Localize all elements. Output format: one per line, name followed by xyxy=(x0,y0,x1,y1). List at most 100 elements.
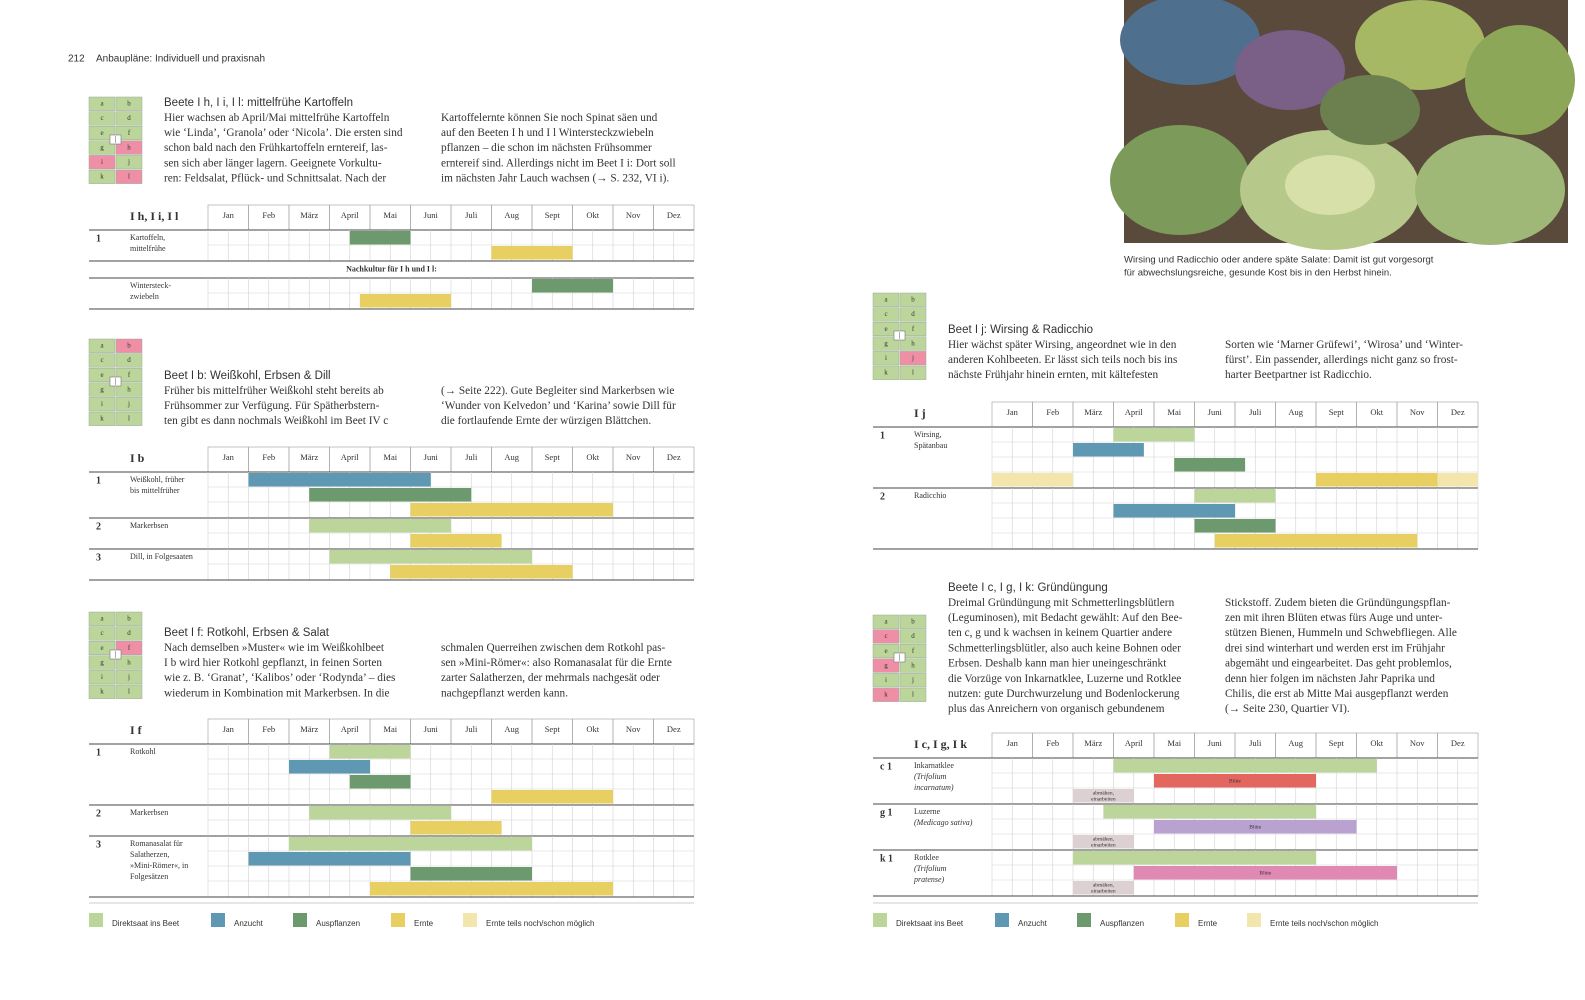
table-label: I h, I i, I l xyxy=(130,209,179,223)
row-latin: (Trifolium xyxy=(914,772,947,781)
bar-label: abmähen, xyxy=(1093,882,1115,888)
section-title: Beete I h, I i, I l: mittelfrühe Kartoff… xyxy=(164,97,353,109)
row-name: Spätanbau xyxy=(914,441,947,450)
month-label: Dez xyxy=(1451,738,1465,748)
body-text: anderen Kohlbeeten. Er lässt sich teils … xyxy=(948,354,1177,366)
bed-letter: a xyxy=(884,618,888,626)
bed-cell xyxy=(115,367,143,383)
row-name: Rotklee xyxy=(914,853,939,862)
bed-letter: e xyxy=(100,644,103,652)
bed-letter: j xyxy=(127,158,130,166)
bar xyxy=(1113,759,1377,773)
bed-letter: b xyxy=(127,342,131,350)
bed-cell xyxy=(872,643,900,659)
bar xyxy=(289,837,532,851)
bed-cell xyxy=(115,338,143,353)
bed-cell xyxy=(899,351,927,366)
bar xyxy=(370,882,613,896)
month-label: Juni xyxy=(1208,738,1223,748)
body-text: Dreimal Gründüngung mit Schmetterlingsbl… xyxy=(948,597,1175,609)
month-label: Nov xyxy=(626,724,641,734)
month-label: Jan xyxy=(223,452,235,462)
row-name: Kartoffeln, xyxy=(130,233,165,242)
bed-letter: c xyxy=(884,632,887,640)
month-label: Juni xyxy=(424,210,439,220)
bed-cell xyxy=(872,292,900,307)
bar xyxy=(532,279,613,293)
bed-letter: g xyxy=(100,385,104,393)
legend-swatch xyxy=(1247,913,1261,927)
bed-letter: c xyxy=(100,114,103,122)
bed-letter: b xyxy=(911,618,915,626)
legend-label: Direktsaat ins Beet xyxy=(112,919,180,928)
bed-cell xyxy=(115,169,143,184)
month-label: Aug xyxy=(1288,407,1303,417)
body-text: nachgepflanzt werden kann. xyxy=(441,687,568,699)
month-label: Okt xyxy=(586,724,599,734)
bar xyxy=(1194,489,1276,503)
row-name: Salatherzen, xyxy=(130,850,169,859)
bar xyxy=(248,852,411,866)
bed-letter: i xyxy=(101,673,103,681)
row-note: Nachkultur für I h und I l: xyxy=(346,264,437,273)
bar xyxy=(359,294,451,308)
bed-cell xyxy=(115,155,143,170)
row-name: Folgesätzen xyxy=(130,872,168,881)
bed-letter: h xyxy=(127,385,131,393)
month-label: Aug xyxy=(1288,738,1303,748)
body-text: Stickstoff. Zudem bieten die Gründüngung… xyxy=(1225,597,1451,609)
month-label: Juli xyxy=(1249,738,1262,748)
month-label: Mai xyxy=(383,210,397,220)
legend-swatch xyxy=(873,913,887,927)
bar-label: abmähen, xyxy=(1093,836,1115,842)
bed-letter: l xyxy=(912,691,914,699)
body-text: (→ Seite 222). Gute Begleiter sind Marke… xyxy=(441,385,674,397)
legend-label: Ernte teils noch/schon möglich xyxy=(1270,919,1379,928)
cabbage xyxy=(1355,0,1485,90)
bed-cell xyxy=(872,336,900,351)
month-label: Mai xyxy=(1167,407,1181,417)
month-label: Dez xyxy=(667,210,681,220)
bed-letter: f xyxy=(128,129,131,137)
bed-letter: g xyxy=(884,339,888,347)
bar xyxy=(309,806,451,820)
bed-cell xyxy=(872,687,900,702)
body-text: die fortlaufende Ernte der würzigen Blät… xyxy=(441,415,651,427)
cabbage xyxy=(1235,30,1345,110)
body-text: Früher bis mittelfrüher Weißkohl steht b… xyxy=(164,385,384,397)
bar xyxy=(491,246,573,260)
bed-cell xyxy=(88,670,116,685)
body-text: die Vorzüge von Inkarnatklee, Luzerne un… xyxy=(948,673,1181,685)
bar xyxy=(248,473,431,487)
bed-cell xyxy=(88,655,116,670)
bed-letter: g xyxy=(100,143,104,151)
row-latin: (Trifolium xyxy=(914,864,947,873)
bed-letter: a xyxy=(100,342,104,350)
body-text: sen sich aber länger lagern. Geeignete V… xyxy=(164,157,382,169)
bed-letter: h xyxy=(911,339,915,347)
bed-letter: b xyxy=(127,100,131,108)
bar xyxy=(1214,534,1418,548)
row-number: 3 xyxy=(96,839,101,850)
month-label: Feb xyxy=(262,724,275,734)
bar xyxy=(1073,789,1134,803)
month-label: Feb xyxy=(1046,738,1059,748)
row-name: mittelfrühe xyxy=(130,244,166,253)
body-text: I b wird hier Rotkohl gepflanzt, in fein… xyxy=(164,657,382,669)
row-name: Markerbsen xyxy=(130,808,168,817)
photo-caption: Wirsing und Radicchio oder andere späte … xyxy=(1124,255,1434,266)
row-name: Dill, in Folgesaaten xyxy=(130,552,193,561)
cabbage xyxy=(1415,135,1565,245)
bed-cell xyxy=(115,125,143,141)
legend-swatch xyxy=(1175,913,1189,927)
bed-cell xyxy=(88,155,116,170)
bar xyxy=(1073,443,1144,457)
bed-letter: l xyxy=(912,369,914,377)
bed-cell xyxy=(88,611,116,626)
bar-label: Blüte xyxy=(1249,824,1261,830)
body-text: im nächsten Jahr Lauch wachsen (→ S. 232… xyxy=(441,173,669,185)
bar xyxy=(1174,458,1246,472)
month-label: Jan xyxy=(223,724,235,734)
legend-label: Direktsaat ins Beet xyxy=(896,919,964,928)
